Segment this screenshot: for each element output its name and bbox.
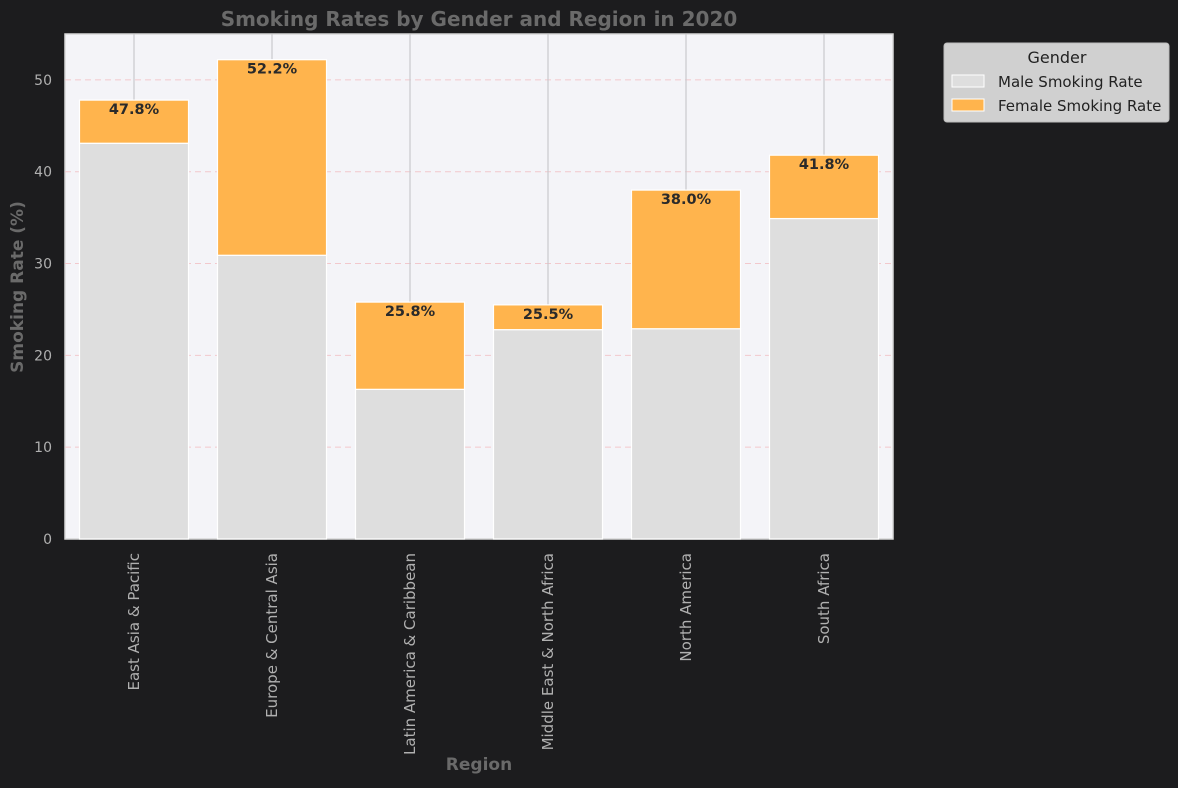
legend-title: Gender — [1028, 48, 1087, 67]
data-labels: 47.8% 52.2% 25.8% 25.5% 38.0% 41.8% — [109, 62, 850, 323]
bar-segment-female — [216, 59, 328, 256]
bar-segment-male — [78, 142, 190, 540]
bar-segment-female — [492, 304, 604, 331]
data-label: 25.8% — [385, 304, 436, 320]
y-tick-label: 50 — [34, 73, 52, 89]
legend-box — [943, 42, 1170, 123]
legend-label-male: Male Smoking Rate — [998, 73, 1143, 91]
x-tick-label: Middle East & North Africa — [539, 553, 557, 750]
y-tick-label: 20 — [34, 348, 52, 364]
legend-swatch-male — [951, 74, 985, 88]
x-tick-label: Europe & Central Asia — [263, 553, 281, 718]
bar-segment-female — [768, 154, 880, 220]
data-label: 41.8% — [799, 157, 850, 173]
data-label: 47.8% — [109, 102, 160, 118]
y-tick-labels: 0 10 20 30 40 50 — [34, 73, 52, 548]
data-label: 25.5% — [523, 307, 574, 323]
x-tick-label: Latin America & Caribbean — [401, 553, 419, 755]
legend: Gender Male Smoking Rate Female Smoking … — [943, 42, 1170, 123]
y-tick-label: 0 — [43, 532, 52, 548]
bar-segment-male — [768, 217, 880, 540]
y-tick-label: 40 — [34, 165, 52, 181]
bar-segment-male — [354, 388, 466, 540]
x-axis-label: Region — [446, 755, 512, 775]
bars — [78, 59, 880, 540]
bar-segment-male — [630, 328, 742, 540]
bar-segment-female — [354, 301, 466, 390]
legend-swatch-female — [951, 98, 985, 112]
x-tick-label: East Asia & Pacific — [125, 553, 143, 690]
y-tick-label: 30 — [34, 257, 52, 273]
x-tick-label: South Africa — [815, 553, 833, 644]
y-gridlines — [65, 79, 893, 448]
data-label: 52.2% — [247, 62, 298, 78]
x-tick-label: North America — [677, 553, 695, 662]
x-tick-labels: East Asia & Pacific Europe & Central Asia… — [125, 553, 833, 755]
y-tick-label: 10 — [34, 440, 52, 456]
plot-background — [64, 33, 894, 540]
y-axis-label: Smoking Rate (%) — [8, 201, 28, 373]
bar-segment-male — [492, 329, 604, 540]
chart-title: Smoking Rates by Gender and Region in 20… — [221, 7, 738, 31]
legend-label-female: Female Smoking Rate — [998, 97, 1161, 115]
bar-segment-male — [216, 254, 328, 540]
data-label: 38.0% — [661, 192, 712, 208]
bar-segment-female — [630, 189, 742, 330]
bar-segment-female — [78, 99, 190, 144]
